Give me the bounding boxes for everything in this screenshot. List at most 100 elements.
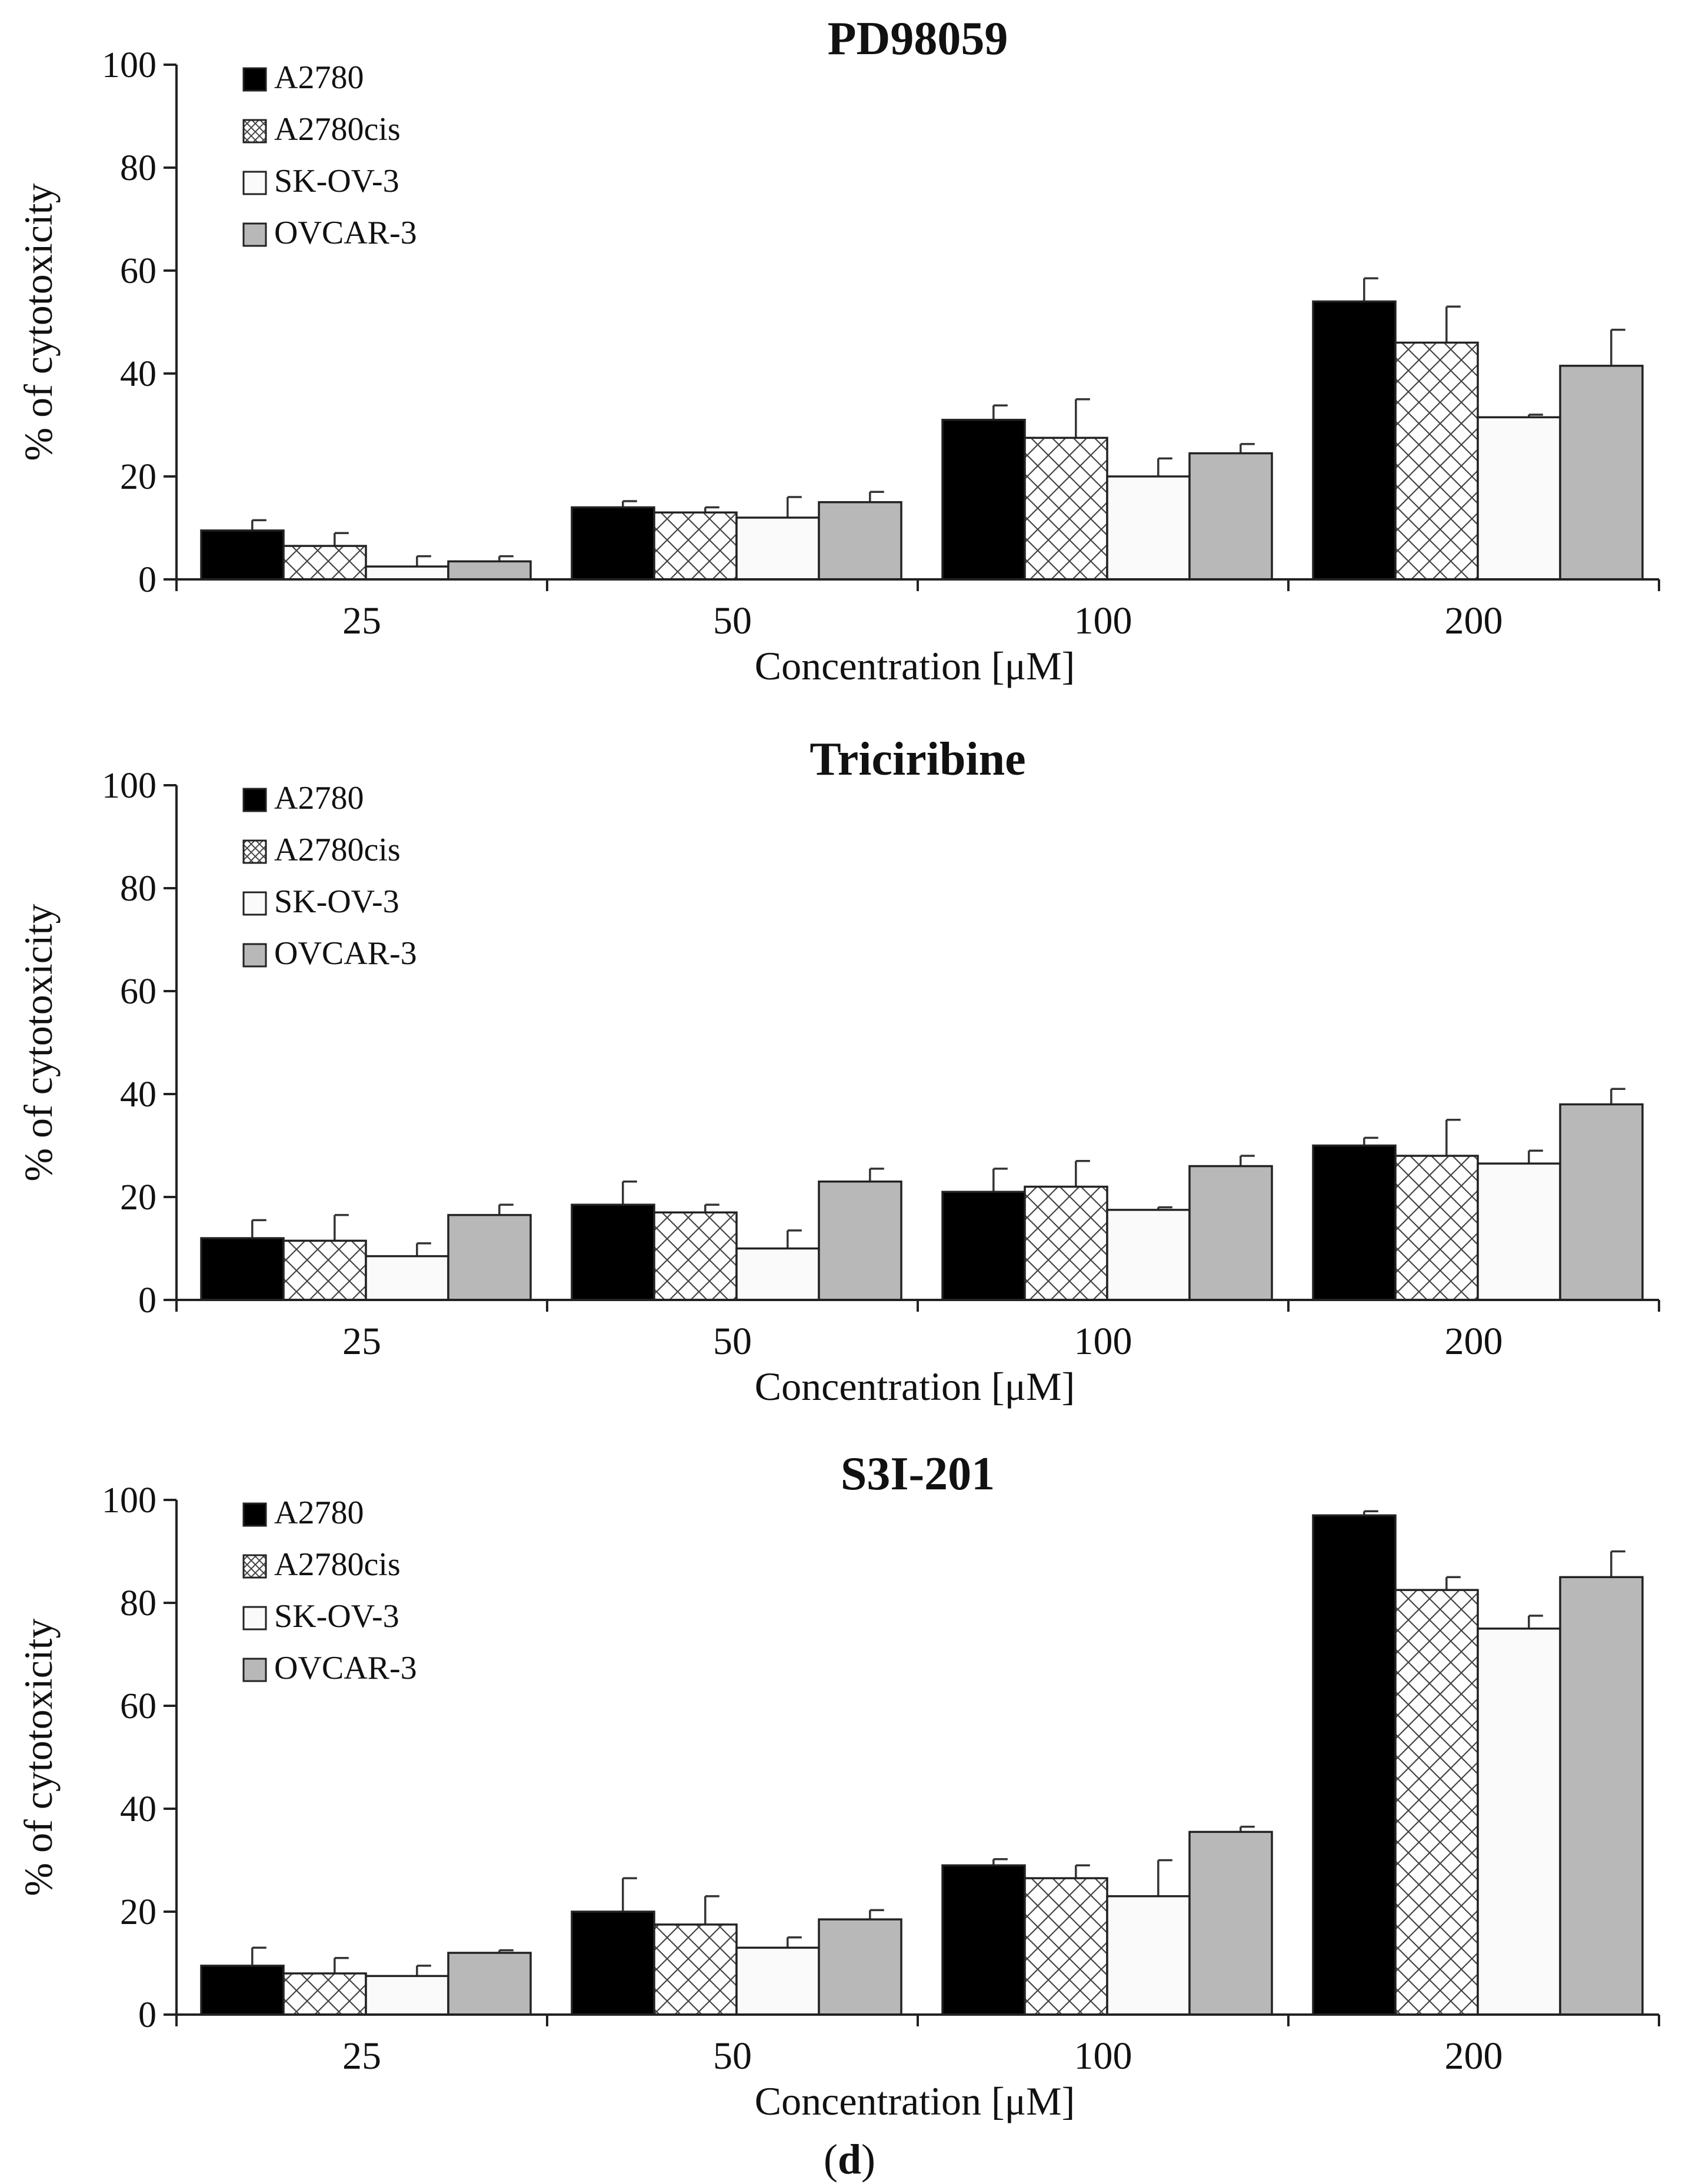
bar-a2780-100 [941, 1191, 1026, 1301]
legend-swatch-sk-ov-3 [242, 1606, 267, 1631]
bar-a2780-200 [1312, 1514, 1397, 2016]
bar-ovcar-3-25 [447, 560, 532, 581]
bar-sk-ov-3-100 [1106, 1209, 1191, 1301]
legend-label-ovcar-3: OVCAR-3 [274, 1650, 417, 1686]
y-tick-label: 60 [120, 251, 156, 291]
y-tick-label: 80 [120, 148, 156, 188]
y-tick-label: 0 [138, 560, 156, 600]
y-tick-label: 20 [120, 1178, 156, 1218]
legend-label-a2780cis: A2780cis [274, 111, 401, 148]
x-tick-label: 25 [342, 599, 381, 642]
x-tick-label: 50 [713, 599, 752, 642]
bar-a2780cis-200 [1394, 1589, 1479, 2016]
y-axis-label: % of cytotoxicity [16, 183, 61, 461]
legend-swatch-ovcar-3 [242, 1658, 267, 1682]
bar-sk-ov-3-50 [735, 1946, 820, 2016]
bar-a2780cis-100 [1024, 436, 1108, 581]
legend-swatch-a2780cis [242, 119, 267, 144]
bar-ovcar-3-50 [818, 1918, 902, 2016]
chart-panel-s3i-201: S3I-201 0 20 40 60 80 100 % of cytotoxicity 25 50… [16, 1448, 1660, 2123]
bar-a2780-50 [571, 506, 655, 581]
legend-swatch-ovcar-3 [242, 943, 267, 968]
bar-a2780cis-25 [282, 545, 367, 581]
legend-label-sk-ov-3: SK-OV-3 [274, 883, 399, 920]
legend-swatch-a2780 [242, 788, 267, 812]
legend-label-a2780: A2780 [274, 59, 364, 96]
legend-label-ovcar-3: OVCAR-3 [274, 215, 417, 251]
bar-sk-ov-3-25 [365, 1255, 449, 1301]
y-tick-label: 0 [138, 1281, 156, 1321]
x-tick-label: 100 [1074, 599, 1132, 642]
x-tick-label: 200 [1445, 1320, 1503, 1363]
x-tick-label: 50 [713, 1320, 752, 1363]
y-tick-label: 40 [120, 1075, 156, 1115]
bar-sk-ov-3-200 [1477, 1628, 1561, 2016]
bar-sk-ov-3-200 [1477, 1162, 1561, 1301]
legend-swatch-sk-ov-3 [242, 171, 267, 195]
bar-ovcar-3-25 [447, 1213, 532, 1301]
legend-swatch-a2780 [242, 1502, 267, 1527]
legend-swatch-a2780 [242, 67, 267, 92]
x-axis-label: Concentration [μM] [755, 643, 1075, 688]
x-axis-label: Concentration [μM] [755, 2079, 1075, 2123]
y-tick-label: 60 [120, 972, 156, 1012]
y-tick-label: 20 [120, 457, 156, 497]
x-tick-label: 100 [1074, 1320, 1132, 1363]
bar-a2780-25 [200, 1965, 285, 2016]
legend-label-a2780cis: A2780cis [274, 832, 401, 868]
legend-swatch-ovcar-3 [242, 222, 267, 247]
legend-label-a2780: A2780 [274, 780, 364, 816]
y-tick-label: 20 [120, 1892, 156, 1932]
bar-ovcar-3-200 [1559, 1576, 1644, 2016]
legend-label-a2780: A2780 [274, 1495, 364, 1531]
x-tick-label: 100 [1074, 2035, 1132, 2078]
bar-ovcar-3-100 [1188, 452, 1273, 581]
x-tick-label: 25 [342, 2035, 381, 2078]
bar-a2780cis-25 [282, 1972, 367, 2016]
bar-sk-ov-3-200 [1477, 416, 1561, 581]
bar-a2780cis-50 [653, 1923, 738, 2016]
y-tick-label: 40 [120, 354, 156, 394]
bar-ovcar-3-100 [1188, 1165, 1273, 1301]
bar-sk-ov-3-50 [735, 1247, 820, 1301]
bar-a2780-100 [941, 1864, 1026, 2016]
bar-a2780-50 [571, 1203, 655, 1301]
y-axis-label: % of cytotoxicity [16, 1618, 61, 1896]
y-tick-label: 0 [138, 1995, 156, 2035]
legend-label-a2780cis: A2780cis [274, 1546, 401, 1583]
bar-a2780cis-200 [1394, 1155, 1479, 1301]
legend-swatch-a2780cis [242, 839, 267, 864]
bar-sk-ov-3-100 [1106, 1895, 1191, 2016]
y-tick-label: 60 [120, 1686, 156, 1726]
legend-label-ovcar-3: OVCAR-3 [274, 935, 417, 972]
x-tick-label: 50 [713, 2035, 752, 2078]
chart-title: S3I-201 [841, 1448, 995, 1500]
bar-a2780cis-25 [282, 1239, 367, 1301]
y-tick-label: 40 [120, 1789, 156, 1829]
bar-a2780-25 [200, 529, 285, 581]
bar-sk-ov-3-25 [365, 1975, 449, 2016]
bar-ovcar-3-200 [1559, 1103, 1644, 1301]
legend-label-sk-ov-3: SK-OV-3 [274, 163, 399, 199]
bar-a2780-200 [1312, 1144, 1397, 1301]
y-tick-label: 80 [120, 869, 156, 909]
bar-a2780cis-200 [1394, 341, 1479, 581]
legend-label-sk-ov-3: SK-OV-3 [274, 1598, 399, 1635]
y-tick-label: 100 [102, 1481, 156, 1521]
bar-a2780cis-100 [1024, 1877, 1108, 2016]
bar-ovcar-3-100 [1188, 1830, 1273, 2016]
bar-a2780-25 [200, 1237, 285, 1301]
bar-a2780cis-50 [653, 511, 738, 581]
y-axis-label: % of cytotoxicity [16, 903, 61, 1181]
bar-ovcar-3-50 [818, 1181, 902, 1301]
chart-title: Triciribine [809, 733, 1025, 785]
x-tick-label: 25 [342, 1320, 381, 1363]
legend-swatch-sk-ov-3 [242, 891, 267, 916]
legend-swatch-a2780cis [242, 1554, 267, 1579]
y-tick-label: 100 [102, 45, 156, 85]
y-tick-label: 80 [120, 1583, 156, 1623]
bar-a2780-100 [941, 419, 1026, 581]
x-tick-label: 200 [1445, 599, 1503, 642]
bar-a2780cis-100 [1024, 1185, 1108, 1301]
bar-a2780-50 [571, 1910, 655, 2016]
